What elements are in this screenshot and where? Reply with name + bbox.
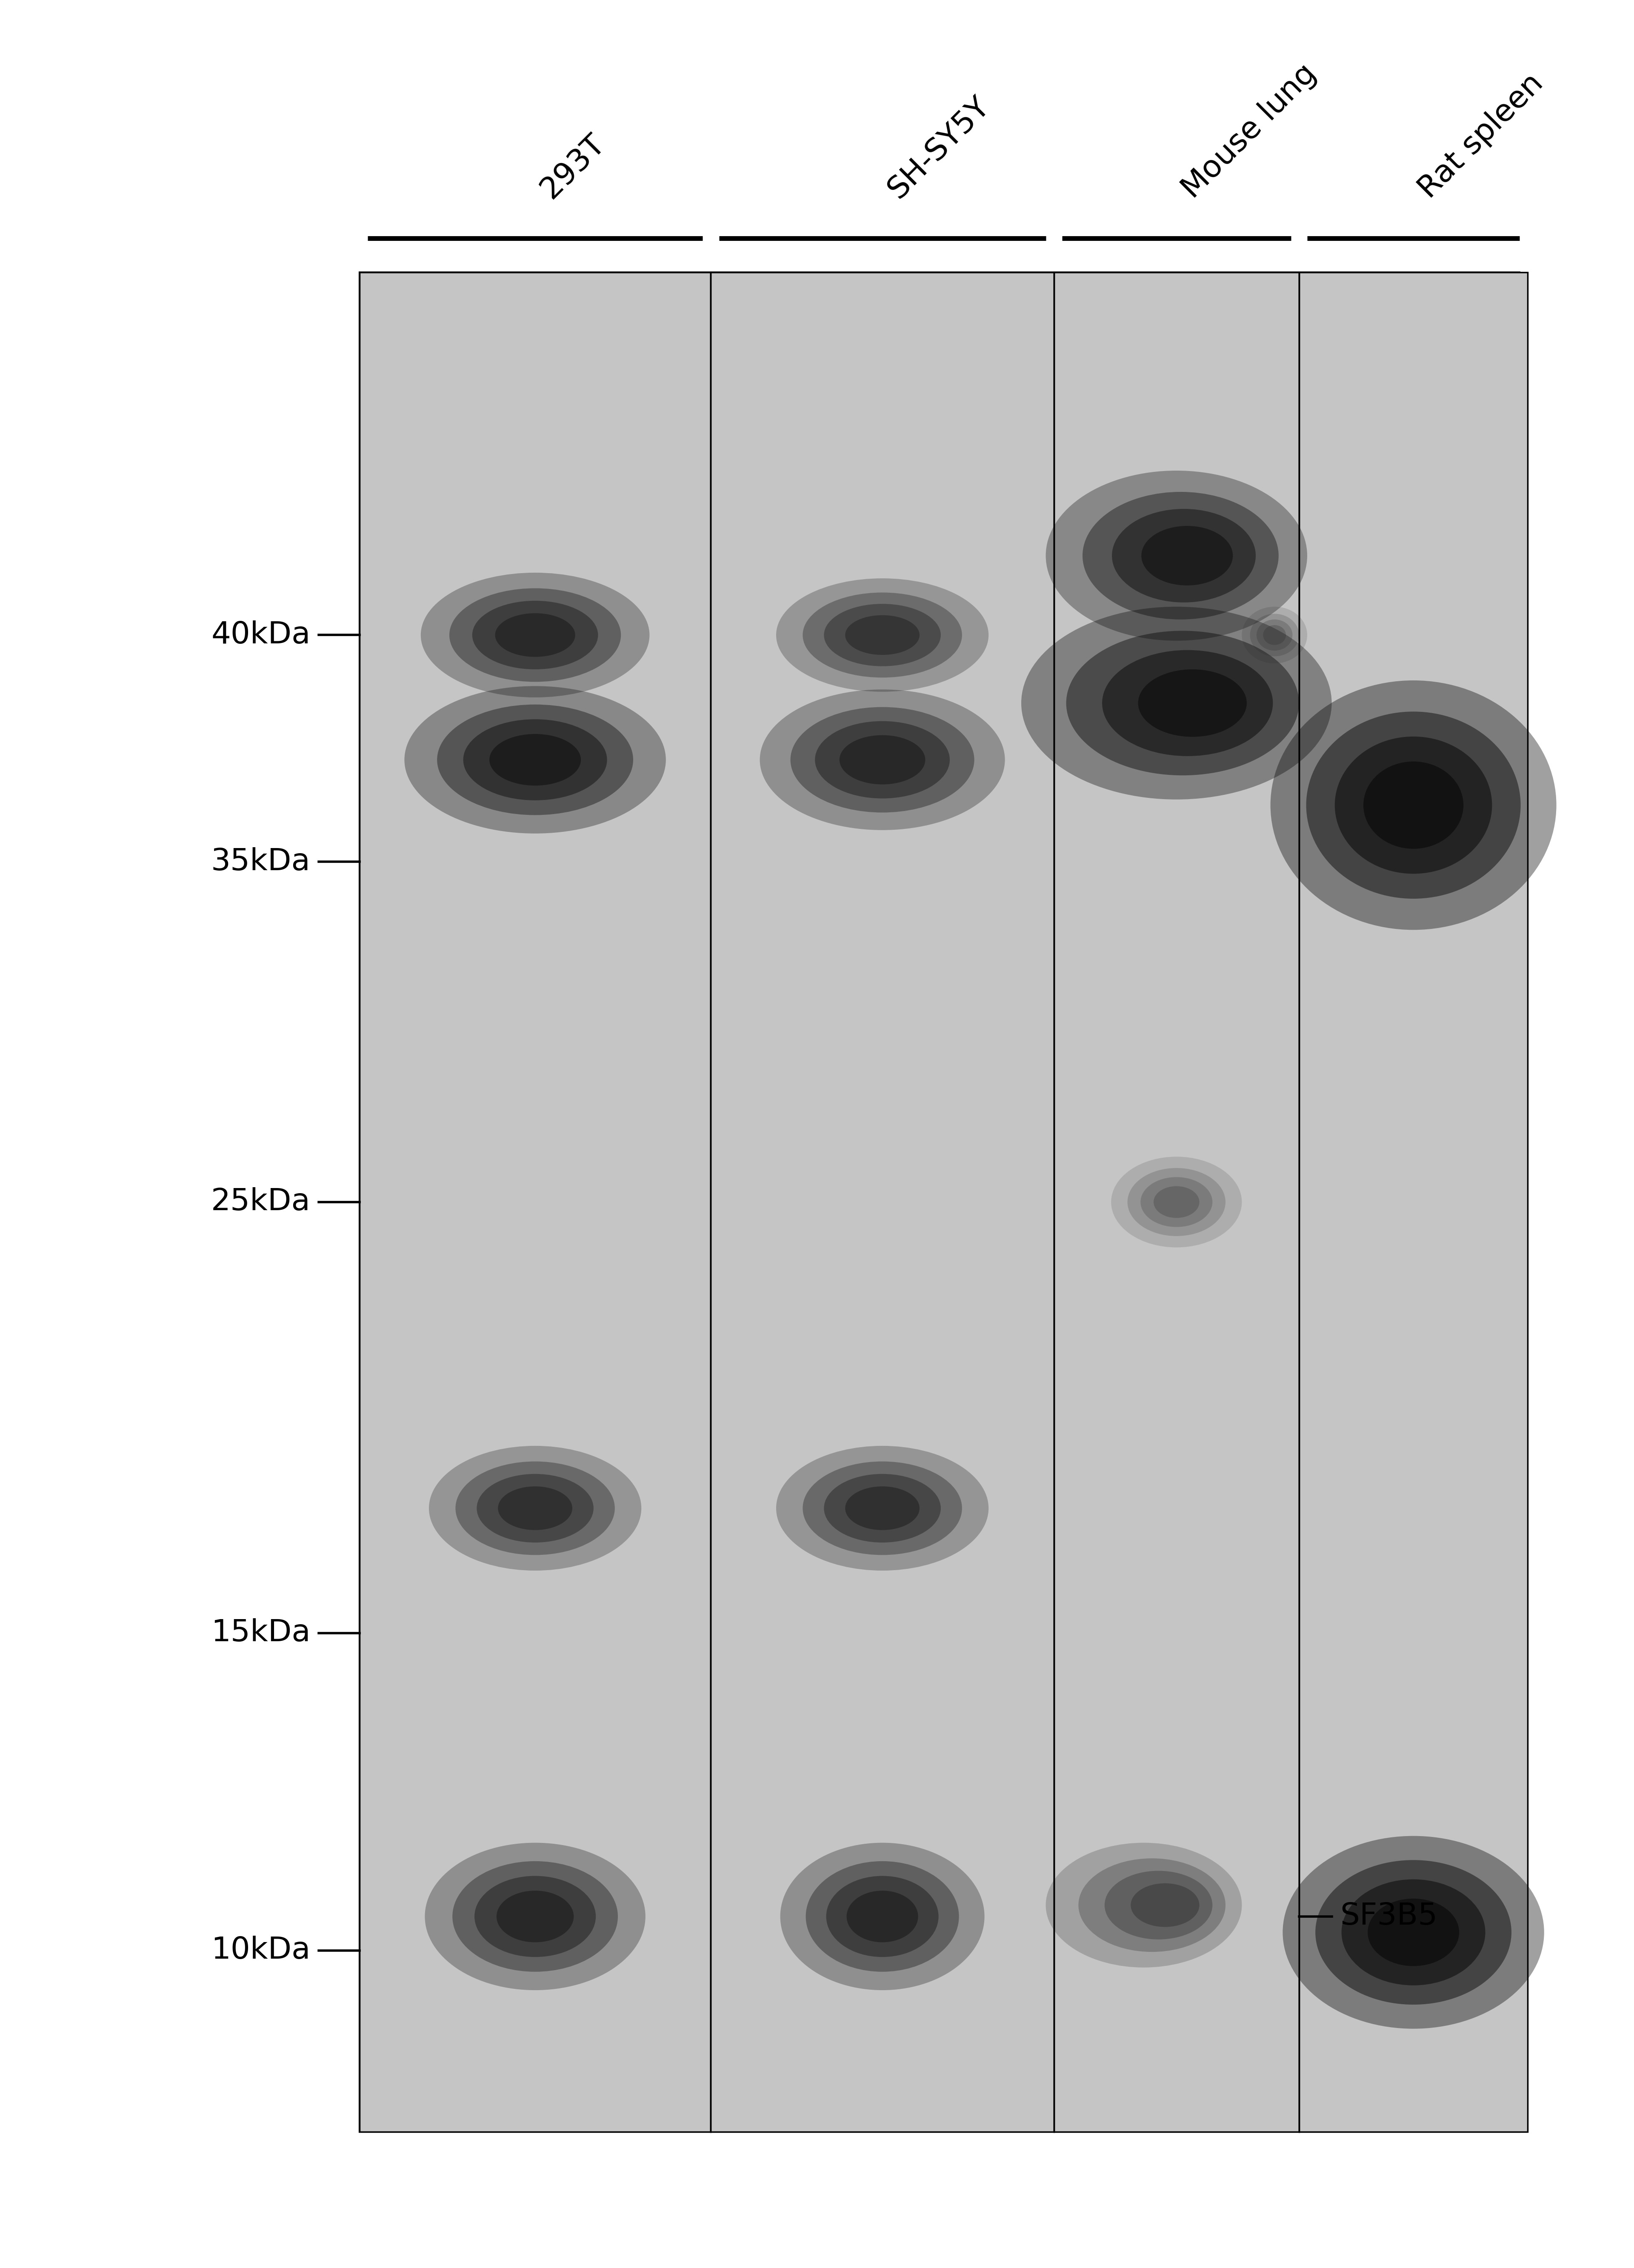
Ellipse shape: [453, 1862, 618, 1971]
Text: 35kDa: 35kDa: [211, 848, 310, 875]
Ellipse shape: [474, 1876, 596, 1957]
Ellipse shape: [1046, 1842, 1242, 1966]
Ellipse shape: [1139, 669, 1247, 737]
Ellipse shape: [1046, 472, 1307, 640]
Ellipse shape: [1111, 1157, 1242, 1247]
Ellipse shape: [1368, 1898, 1459, 1966]
Ellipse shape: [776, 578, 989, 692]
Ellipse shape: [425, 1842, 645, 1991]
Text: 10kDa: 10kDa: [211, 1937, 310, 1964]
FancyBboxPatch shape: [711, 272, 1054, 2132]
Ellipse shape: [1141, 526, 1232, 585]
FancyBboxPatch shape: [359, 272, 1520, 2132]
Ellipse shape: [1271, 680, 1557, 930]
Ellipse shape: [1250, 615, 1299, 655]
Text: Rat spleen: Rat spleen: [1413, 68, 1549, 204]
Ellipse shape: [802, 592, 962, 678]
Ellipse shape: [1127, 1168, 1226, 1236]
Ellipse shape: [1065, 631, 1299, 776]
Ellipse shape: [845, 1486, 920, 1531]
Ellipse shape: [1021, 608, 1332, 801]
Ellipse shape: [1078, 1857, 1226, 1953]
Ellipse shape: [438, 705, 634, 814]
Ellipse shape: [490, 735, 582, 785]
Ellipse shape: [1131, 1882, 1199, 1928]
Ellipse shape: [845, 615, 920, 655]
Ellipse shape: [1335, 737, 1492, 873]
Ellipse shape: [806, 1862, 959, 1971]
Ellipse shape: [791, 708, 974, 812]
Text: 15kDa: 15kDa: [211, 1619, 310, 1647]
Ellipse shape: [1257, 619, 1292, 651]
Ellipse shape: [1363, 762, 1464, 848]
Ellipse shape: [497, 1892, 574, 1941]
Ellipse shape: [405, 685, 667, 832]
Ellipse shape: [1263, 626, 1286, 644]
Ellipse shape: [1111, 508, 1255, 603]
FancyBboxPatch shape: [1054, 272, 1299, 2132]
FancyBboxPatch shape: [1299, 272, 1528, 2132]
Ellipse shape: [827, 1876, 938, 1957]
Text: Mouse lung: Mouse lung: [1176, 59, 1322, 204]
Ellipse shape: [802, 1461, 962, 1556]
Ellipse shape: [464, 719, 608, 801]
Ellipse shape: [422, 574, 650, 699]
Ellipse shape: [1342, 1880, 1485, 1984]
Text: SF3B5: SF3B5: [1340, 1903, 1438, 1930]
Text: 25kDa: 25kDa: [211, 1188, 310, 1216]
Ellipse shape: [498, 1486, 572, 1531]
Ellipse shape: [1306, 712, 1521, 898]
Ellipse shape: [1154, 1186, 1199, 1218]
Ellipse shape: [846, 1892, 918, 1941]
Ellipse shape: [760, 689, 1005, 830]
Ellipse shape: [781, 1842, 984, 1991]
Ellipse shape: [428, 1447, 642, 1569]
Ellipse shape: [472, 601, 598, 669]
Ellipse shape: [840, 735, 925, 785]
Text: 40kDa: 40kDa: [211, 621, 310, 649]
Ellipse shape: [477, 1474, 593, 1542]
Ellipse shape: [1242, 606, 1307, 662]
Ellipse shape: [1082, 492, 1278, 619]
Ellipse shape: [1283, 1837, 1544, 2030]
Ellipse shape: [1315, 1860, 1511, 2005]
Text: SH-SY5Y: SH-SY5Y: [882, 91, 995, 204]
Ellipse shape: [824, 603, 941, 667]
Ellipse shape: [449, 587, 621, 683]
Ellipse shape: [456, 1461, 614, 1556]
Ellipse shape: [1141, 1177, 1212, 1227]
Ellipse shape: [495, 612, 575, 658]
FancyBboxPatch shape: [359, 272, 711, 2132]
Ellipse shape: [815, 721, 949, 798]
Ellipse shape: [824, 1474, 941, 1542]
Text: 293T: 293T: [536, 129, 611, 204]
Ellipse shape: [1103, 651, 1273, 755]
Ellipse shape: [776, 1447, 989, 1569]
Ellipse shape: [1105, 1871, 1212, 1939]
